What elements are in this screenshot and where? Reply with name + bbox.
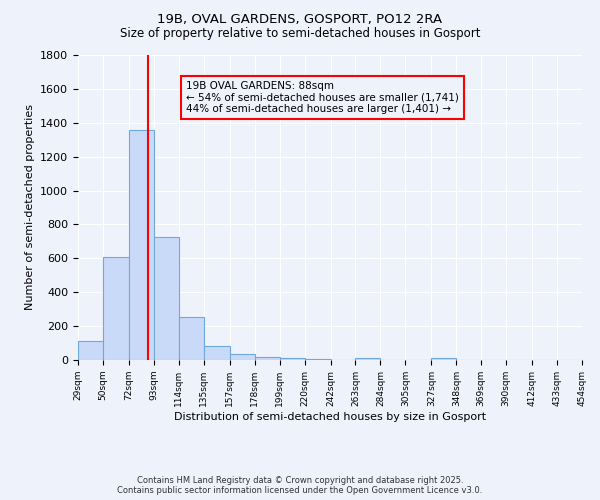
Text: Size of property relative to semi-detached houses in Gosport: Size of property relative to semi-detach…	[120, 28, 480, 40]
Bar	[129, 130, 154, 360]
Text: Contains HM Land Registry data © Crown copyright and database right 2025.
Contai: Contains HM Land Registry data © Crown c…	[118, 476, 482, 495]
Text: 19B OVAL GARDENS: 88sqm
← 54% of semi-detached houses are smaller (1,741)
44% of: 19B OVAL GARDENS: 88sqm ← 54% of semi-de…	[187, 81, 459, 114]
Bar	[179, 317, 204, 360]
Bar	[103, 256, 129, 360]
Bar	[355, 358, 380, 360]
Bar	[230, 354, 254, 360]
Bar	[154, 237, 179, 360]
Bar	[431, 358, 456, 360]
Bar	[280, 358, 305, 360]
X-axis label: Distribution of semi-detached houses by size in Gosport: Distribution of semi-detached houses by …	[174, 412, 486, 422]
Bar	[254, 356, 280, 360]
Bar	[78, 342, 103, 360]
Y-axis label: Number of semi-detached properties: Number of semi-detached properties	[25, 104, 35, 310]
Bar	[305, 359, 331, 360]
Text: 19B, OVAL GARDENS, GOSPORT, PO12 2RA: 19B, OVAL GARDENS, GOSPORT, PO12 2RA	[157, 12, 443, 26]
Bar	[204, 346, 230, 360]
